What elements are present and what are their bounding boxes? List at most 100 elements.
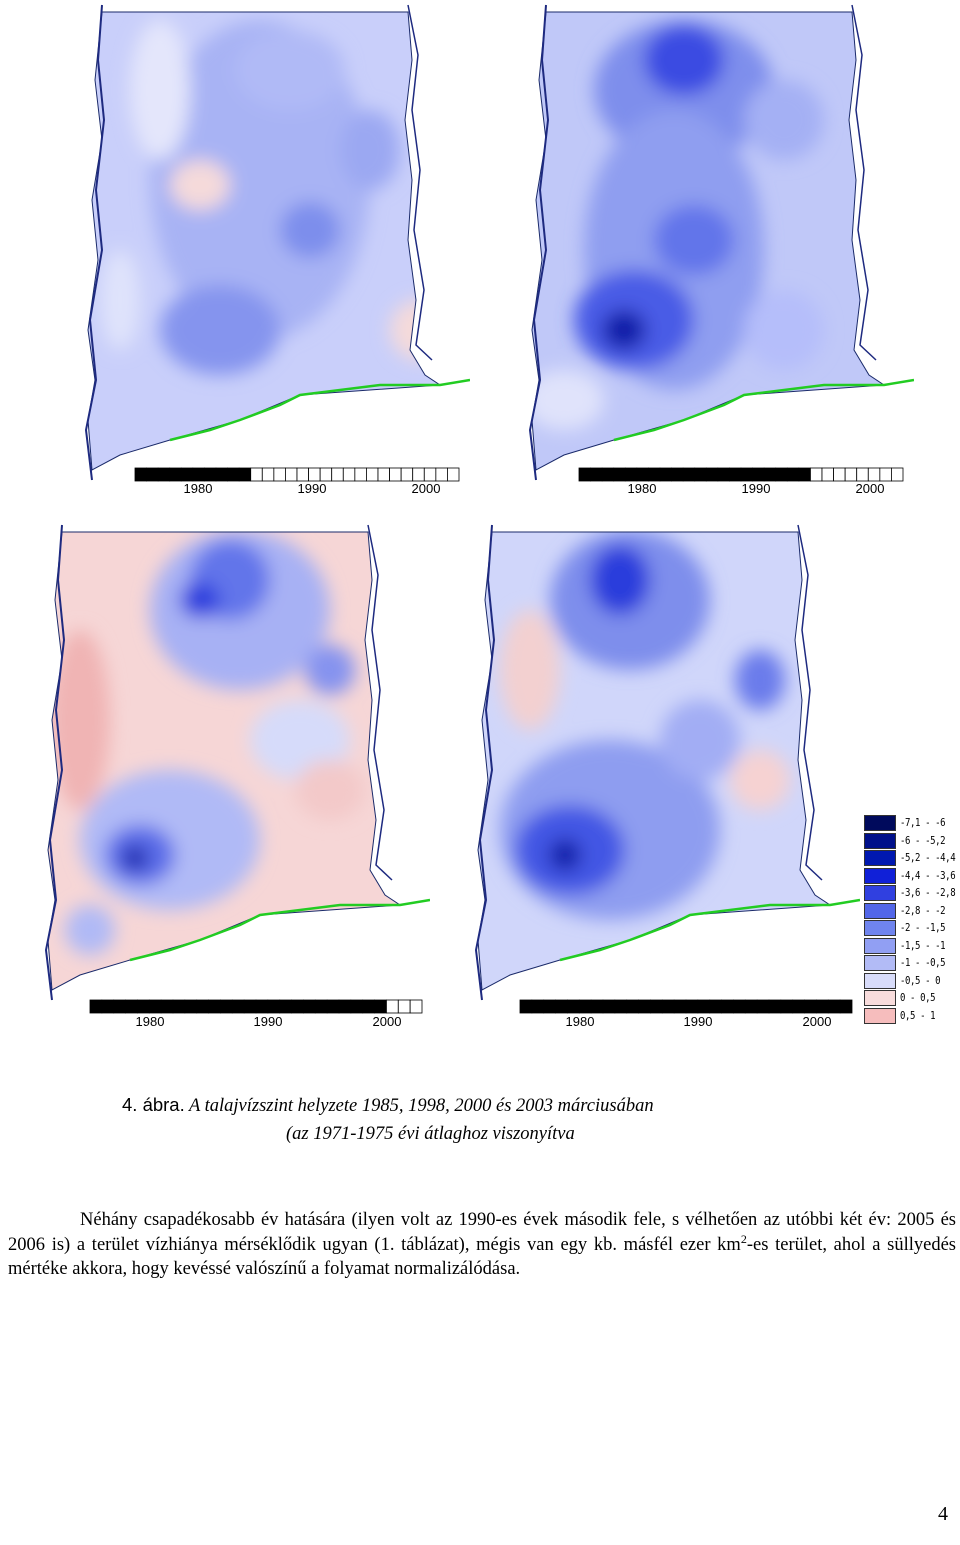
timeline-year-cell bbox=[671, 467, 684, 482]
timeline-year-cell bbox=[709, 999, 722, 1014]
timeline-year-cell bbox=[768, 999, 782, 1014]
timeline-year-cell bbox=[626, 999, 639, 1014]
timeline-year-cell bbox=[261, 467, 275, 482]
legend-label: -0,5 - 0 bbox=[900, 973, 941, 987]
timeline-year-cell bbox=[661, 999, 675, 1014]
timeline-year-cell bbox=[243, 999, 257, 1014]
timeline-year-cell bbox=[792, 999, 805, 1014]
map-2000: 1980 1990 2000 bbox=[0, 520, 430, 1030]
timeline-year-cell bbox=[590, 467, 603, 482]
timeline-year-cell bbox=[648, 467, 661, 482]
map-2000-contours bbox=[48, 532, 400, 990]
timeline-year-cell bbox=[786, 467, 800, 482]
timeline-year-cell bbox=[744, 999, 758, 1014]
timeline-year-cell bbox=[157, 467, 171, 482]
timeline-year-cell bbox=[374, 999, 387, 1014]
legend-item: -4,4 - -3,6 bbox=[864, 867, 960, 885]
legend-label: -2,8 - -2 bbox=[900, 903, 946, 917]
timeline-year-cell bbox=[590, 999, 604, 1014]
timeline-year-cell bbox=[192, 467, 205, 482]
timeline-year-cell bbox=[740, 467, 753, 482]
timeline-year-cell bbox=[366, 467, 379, 482]
timeline-year-cell bbox=[867, 467, 881, 482]
legend-swatch bbox=[864, 815, 896, 831]
timeline-year-cell bbox=[798, 467, 811, 482]
timeline-year-cell bbox=[267, 999, 281, 1014]
timeline-year-cell bbox=[752, 467, 765, 482]
legend-item: -0,5 - 0 bbox=[864, 972, 960, 990]
timeline-year-cell bbox=[613, 467, 626, 482]
timeline-year-cell bbox=[827, 999, 841, 1014]
timeline-year-cell bbox=[196, 999, 209, 1014]
timeline-year-cell bbox=[146, 467, 159, 482]
timeline-year-cell bbox=[326, 999, 340, 1014]
timeline-year-cell bbox=[184, 999, 198, 1014]
timeline-year-cell bbox=[891, 467, 904, 482]
legend-swatch bbox=[864, 832, 896, 849]
legend-label: -1 - -0,5 bbox=[900, 956, 946, 969]
legend-item: -2 - -1,5 bbox=[864, 920, 960, 937]
timeline-year-cell bbox=[279, 999, 292, 1014]
timeline-tick: 2000 bbox=[803, 1014, 832, 1029]
timeline-year-cell bbox=[717, 467, 730, 482]
timeline-year-cell bbox=[397, 999, 411, 1014]
timeline-tick: 2000 bbox=[856, 481, 885, 496]
timeline-year-cell bbox=[844, 467, 858, 482]
timeline-year-cell bbox=[694, 467, 707, 482]
timeline-year-cell bbox=[273, 467, 286, 482]
timeline-year-cell bbox=[578, 467, 591, 482]
timeline-year-cell bbox=[400, 467, 414, 482]
legend-item: -3,6 - -2,8 bbox=[864, 885, 960, 902]
timeline-year-cell bbox=[215, 467, 228, 482]
timeline-tick: 1980 bbox=[136, 1014, 165, 1029]
timeline-tick: 1990 bbox=[298, 481, 327, 496]
timeline-year-cell bbox=[377, 467, 390, 482]
timeline-year-cell bbox=[775, 467, 788, 482]
timeline-year-cell bbox=[816, 999, 829, 1014]
figure-number: 4. ábra. bbox=[122, 1094, 185, 1115]
timeline-year-cell bbox=[227, 467, 240, 482]
map-1985-contours bbox=[88, 12, 440, 470]
map-2003-contours bbox=[478, 532, 830, 990]
timeline-year-cell bbox=[423, 467, 437, 482]
timeline-year-cell bbox=[113, 999, 126, 1014]
timeline-year-cell bbox=[685, 999, 699, 1014]
timeline-year-cell bbox=[705, 467, 719, 482]
timeline-year-cell bbox=[412, 467, 425, 482]
legend-swatch bbox=[864, 850, 896, 866]
timeline-year-cell bbox=[833, 467, 846, 482]
map-1998-contours bbox=[532, 12, 884, 470]
timeline-year-cell bbox=[531, 999, 545, 1014]
legend-swatch bbox=[864, 902, 896, 919]
timeline-year-cell bbox=[821, 467, 834, 482]
timeline-year-cell bbox=[578, 999, 592, 1014]
timeline-tick: 1980 bbox=[566, 1014, 595, 1029]
timeline-year-cell bbox=[204, 467, 217, 482]
legend-label: 0 - 0,5 bbox=[900, 991, 936, 1004]
legend-swatch bbox=[864, 955, 896, 971]
timeline-year-cell bbox=[231, 999, 245, 1014]
page-number: 4 bbox=[938, 1503, 948, 1525]
timeline-year-cell bbox=[350, 999, 364, 1014]
timeline-year-cell bbox=[125, 999, 138, 1014]
timeline-year-cell bbox=[839, 999, 853, 1014]
caption-line-1: A talajvízszint helyzete 1985, 1998, 200… bbox=[189, 1096, 654, 1116]
timeline-year-cell bbox=[314, 999, 328, 1014]
timeline-year-cell bbox=[180, 467, 194, 482]
timeline-year-cell bbox=[601, 467, 615, 482]
timeline-year-cell bbox=[435, 467, 448, 482]
timeline-year-cell bbox=[134, 467, 147, 482]
timeline-tick: 2000 bbox=[412, 481, 441, 496]
timeline-year-cell bbox=[342, 467, 356, 482]
timeline-year-cell bbox=[291, 999, 304, 1014]
timeline-year-cell bbox=[296, 467, 309, 482]
superscript: 2 bbox=[740, 1231, 747, 1246]
timeline-year-cell bbox=[362, 999, 375, 1014]
timeline-year-cell bbox=[386, 999, 399, 1014]
timeline-year-cell bbox=[331, 467, 344, 482]
timeline-tick: 1980 bbox=[628, 481, 657, 496]
timeline-year-cell bbox=[567, 999, 580, 1014]
timeline-year-cell bbox=[285, 467, 298, 482]
map-2003: 1980 1990 2000 bbox=[430, 520, 860, 1030]
timeline-year-cell bbox=[238, 467, 252, 482]
